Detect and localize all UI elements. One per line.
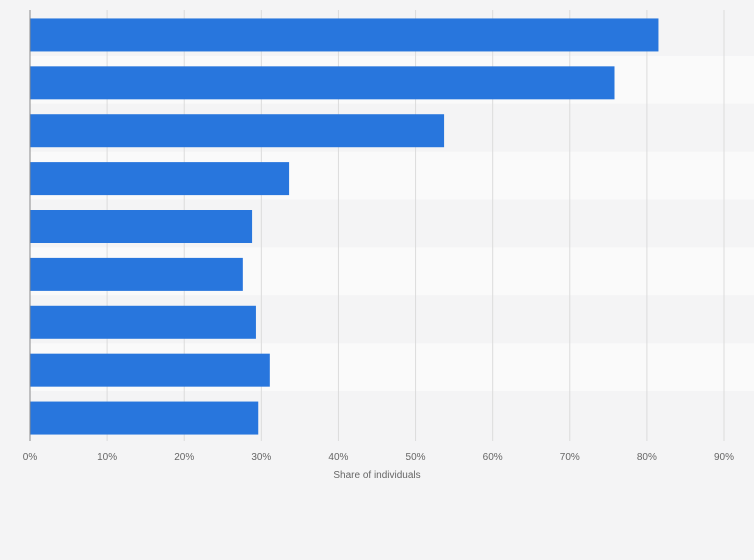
bar	[30, 353, 270, 387]
x-tick-label: 70%	[560, 452, 580, 463]
x-tick-label: 50%	[406, 452, 426, 463]
x-axis-title: Share of individuals	[333, 470, 420, 481]
x-tick-labels: 0% 10% 20% 30% 40% 50% 60% 70% 80% 90%	[23, 452, 734, 463]
bars	[30, 18, 659, 435]
x-tick-label: 90%	[714, 452, 734, 463]
bar	[30, 210, 253, 243]
bar	[30, 162, 290, 196]
x-tick-label: 80%	[637, 452, 657, 463]
x-tick-label: 20%	[174, 452, 194, 463]
x-tick-label: 10%	[97, 452, 117, 463]
bar	[30, 18, 659, 52]
x-tick-label: 30%	[251, 452, 271, 463]
bar	[30, 66, 615, 100]
bar	[30, 401, 259, 435]
x-tick-label: 40%	[328, 452, 348, 463]
bar	[30, 257, 243, 291]
x-tick-label: 0%	[23, 452, 38, 463]
bar	[30, 305, 256, 339]
bar	[30, 114, 445, 148]
x-tick-label: 60%	[483, 452, 503, 463]
